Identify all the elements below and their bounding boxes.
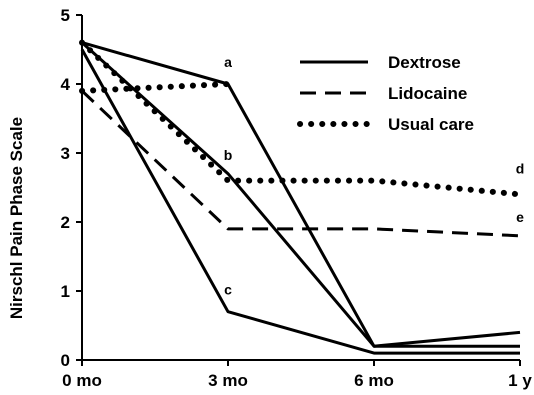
y-axis-label: Nirschl Pain Phase Scale — [7, 117, 26, 319]
y-tick-label: 5 — [61, 6, 70, 25]
axes — [81, 15, 520, 361]
annotation-label-a: a — [224, 54, 232, 70]
series-line-solid-2 — [80, 41, 521, 348]
legend-label: Lidocaine — [388, 84, 467, 103]
x-tick-label: 6 mo — [354, 371, 394, 390]
annotation-label-e: e — [516, 209, 524, 225]
y-ticks: 0 1 2 3 4 5 — [61, 6, 82, 370]
x-tick-label: 1 y — [508, 371, 532, 390]
series-line-dotted-4 — [79, 81, 231, 94]
y-tick-label: 0 — [61, 351, 70, 370]
y-tick-label: 4 — [61, 75, 71, 94]
legend-label: Usual care — [388, 115, 474, 134]
y-tick-label: 1 — [61, 282, 70, 301]
series-line-dotted-5 — [79, 39, 523, 198]
annotations: a b c d e — [224, 54, 525, 298]
annotation-label-d: d — [516, 161, 525, 177]
x-tick-label: 0 mo — [62, 371, 102, 390]
annotation-label-b: b — [224, 147, 233, 163]
y-tick-label: 3 — [61, 144, 70, 163]
annotation-label-c: c — [224, 281, 232, 297]
x-ticks: 0 mo 3 mo 6 mo 1 y — [62, 360, 532, 390]
series-line-solid-1 — [81, 41, 520, 348]
legend-label: Dextrose — [388, 53, 461, 72]
y-tick-label: 2 — [61, 213, 70, 232]
series-line-dashed-6 — [80, 89, 521, 238]
series-line-solid-3 — [80, 48, 520, 355]
legend: Dextrose Lidocaine Usual care — [297, 53, 474, 134]
series-group — [79, 39, 523, 355]
x-tick-label: 3 mo — [208, 371, 248, 390]
